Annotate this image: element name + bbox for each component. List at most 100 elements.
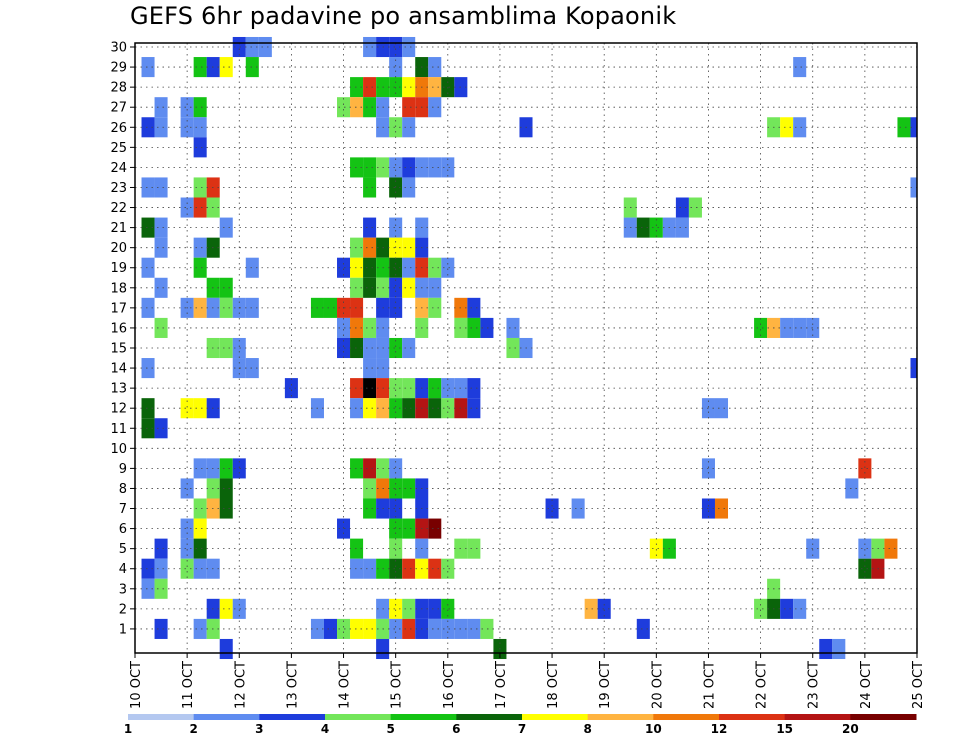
- heatmap-cell: [402, 398, 416, 419]
- heatmap-cell: [506, 317, 520, 338]
- colorbar-swatch: [784, 714, 851, 720]
- heatmap-cell: [363, 157, 377, 178]
- heatmap-cell: [363, 358, 377, 379]
- heatmap-cell: [389, 337, 403, 359]
- x-tick-label: 17 OCT: [494, 661, 509, 709]
- heatmap-cell: [363, 36, 377, 58]
- heatmap-cell: [350, 277, 364, 298]
- heatmap-cell: [584, 598, 598, 619]
- heatmap-cell: [389, 538, 403, 559]
- heatmap-cell: [141, 578, 155, 599]
- heatmap-cell: [428, 598, 442, 619]
- colorbar-label: 20: [842, 722, 859, 736]
- colorbar-label: 6: [452, 722, 460, 736]
- x-tick-label: 20 OCT: [650, 661, 665, 709]
- heatmap-cell: [845, 478, 859, 499]
- heatmap-cell: [363, 378, 377, 399]
- heatmap-cell: [910, 117, 917, 138]
- heatmap-cell: [402, 558, 416, 579]
- heatmap-cell: [428, 378, 442, 399]
- heatmap-cell: [219, 638, 233, 660]
- y-tick-label: 2: [119, 602, 127, 617]
- colorbar-label: 15: [776, 722, 793, 736]
- heatmap-cell: [350, 317, 364, 338]
- heatmap-cell: [389, 217, 403, 238]
- heatmap-cell: [441, 257, 455, 278]
- x-tick-label: 22 OCT: [755, 661, 770, 709]
- heatmap-cell: [350, 378, 364, 399]
- heatmap-cell: [180, 117, 194, 138]
- heatmap-cell: [780, 317, 794, 338]
- heatmap-cell: [402, 177, 416, 198]
- colorbar-swatch: [259, 714, 326, 720]
- colorbar-swatch: [456, 714, 523, 720]
- x-axis: 10 OCT 11 OCT 12 OCT 13 OCT 14 OCT 15 OCT 16 O…: [129, 653, 926, 709]
- y-tick-label: 26: [110, 121, 127, 136]
- heatmap-cell: [467, 538, 481, 559]
- heatmap-cell: [284, 378, 298, 399]
- heatmap-cell: [571, 498, 585, 519]
- heatmap-cell: [402, 277, 416, 298]
- heatmap-cell: [337, 97, 351, 118]
- heatmap-cell: [441, 157, 455, 178]
- heatmap-cell: [350, 458, 364, 479]
- x-tick-label: 16 OCT: [442, 661, 457, 709]
- heatmap-cell: [467, 378, 481, 399]
- heatmap-cell: [141, 217, 155, 238]
- colorbar-label: 8: [583, 722, 591, 736]
- heatmap-cell: [389, 618, 403, 639]
- y-tick-label: 30: [110, 41, 127, 56]
- heatmap-cell: [897, 117, 911, 138]
- heatmap-cell: [193, 518, 207, 539]
- heatmap-cell: [363, 317, 377, 338]
- y-tick-label: 16: [110, 321, 127, 336]
- heatmap-cell: [793, 57, 807, 78]
- y-tick-label: 15: [110, 342, 127, 357]
- heatmap-cell: [441, 618, 455, 639]
- y-tick-label: 25: [110, 141, 127, 156]
- heatmap-cell: [402, 518, 416, 539]
- heatmap-cell: [363, 217, 377, 238]
- heatmap-cell: [363, 337, 377, 359]
- heatmap-cell: [389, 498, 403, 519]
- heatmap-cell: [219, 337, 233, 359]
- heatmap-cell: [688, 197, 702, 218]
- heatmap-cell: [141, 418, 155, 439]
- heatmap-cell: [441, 398, 455, 419]
- colorbar-swatch: [522, 714, 589, 720]
- y-tick-label: 8: [119, 482, 127, 497]
- heatmap-cell: [363, 177, 377, 198]
- y-tick-label: 17: [110, 301, 127, 316]
- heatmap-cell: [154, 177, 168, 198]
- heatmap-cell: [350, 97, 364, 118]
- y-axis: 1234567891011121314151617181920212223242…: [110, 41, 135, 637]
- x-tick-label: 12 OCT: [233, 661, 248, 709]
- colorbar-label: 4: [321, 722, 329, 736]
- heatmap-cell: [402, 598, 416, 619]
- heatmap-cell: [402, 117, 416, 138]
- y-tick-label: 7: [119, 502, 127, 517]
- heatmap-cell: [154, 97, 168, 118]
- heatmap-cell: [154, 538, 168, 559]
- heatmap-cell: [858, 558, 872, 579]
- heatmap-cell: [402, 97, 416, 118]
- heatmap-cell: [193, 237, 207, 258]
- heatmap-cell: [193, 197, 207, 218]
- heatmap-cell: [480, 317, 494, 338]
- colorbar-label: 3: [255, 722, 263, 736]
- heatmap-cell: [858, 538, 872, 559]
- heatmap-cell: [232, 337, 246, 359]
- heatmap-cell: [467, 317, 481, 338]
- heatmap-cell: [363, 458, 377, 479]
- heatmap-cell: [754, 598, 768, 619]
- heatmap-cell: [219, 458, 233, 479]
- heatmap-cell: [363, 257, 377, 278]
- heatmap-cell: [193, 117, 207, 138]
- heatmap-cell: [154, 317, 168, 338]
- heatmap-cell: [402, 237, 416, 258]
- heatmap-cell: [428, 57, 442, 78]
- heatmap-cell: [245, 36, 259, 58]
- colorbar-swatch: [128, 714, 195, 720]
- y-tick-label: 6: [119, 522, 127, 537]
- heatmap-cell: [363, 77, 377, 98]
